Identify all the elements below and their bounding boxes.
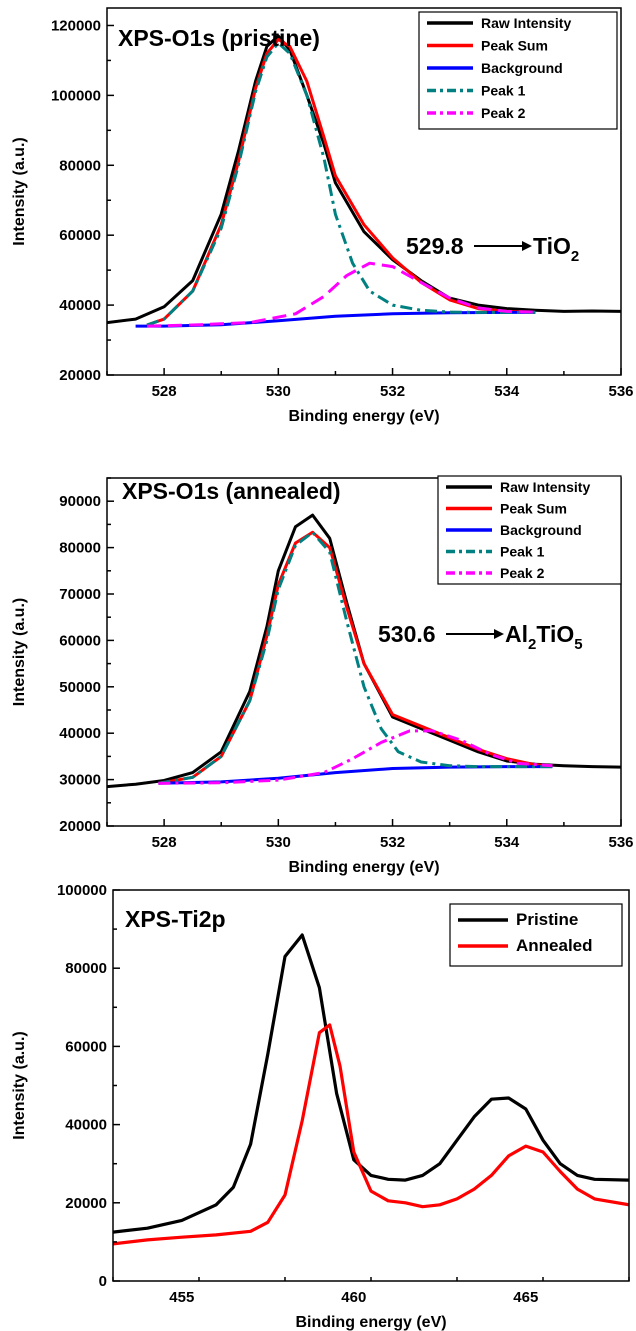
series-line-raw-intensity [107, 34, 621, 325]
y-axis-label: Intensity (a.u.) [11, 137, 28, 245]
y-tick-label: 60000 [59, 632, 101, 649]
y-tick-label: 40000 [59, 725, 101, 742]
y-tick-label: 80000 [65, 960, 107, 977]
y-tick-label: 80000 [59, 540, 101, 557]
series-line-peak-2 [158, 729, 553, 785]
legend-box [418, 11, 618, 130]
chart-panel-3: 455 460 465 0 20000 40000 60000 80000 100000 Bind… [11, 882, 630, 1331]
legend-label: Peak Sum [500, 501, 567, 517]
annotation-value: 529.8 [406, 233, 464, 259]
legend-label: Peak 2 [481, 105, 526, 121]
y-tick-label: 100000 [57, 882, 107, 899]
x-tick-label: 528 [152, 383, 177, 400]
x-tick-label: 532 [380, 383, 405, 400]
legend: Pristine Annealed [449, 903, 623, 967]
x-tick-label: 536 [608, 383, 633, 400]
legend-label: Pristine [516, 910, 578, 929]
y-tick-label: 20000 [65, 1195, 107, 1212]
x-tick-label: 460 [341, 1289, 366, 1306]
y-tick-label: 120000 [51, 17, 101, 34]
annotation-compound: TiO2 [533, 233, 579, 265]
y-tick-label: 40000 [59, 297, 101, 314]
peak-annotation: 529.8 TiO2 [406, 233, 579, 265]
peak-annotation: 530.6 Al2TiO5 [378, 621, 583, 653]
annotation-arrow-head [522, 241, 532, 251]
x-axis-label: Binding energy (eV) [288, 408, 439, 425]
legend-label: Background [481, 60, 563, 76]
y-tick-label: 80000 [59, 157, 101, 174]
x-tick-label: 455 [169, 1289, 194, 1306]
legend-label: Peak 1 [500, 544, 545, 560]
y-tick-label: 20000 [59, 367, 101, 384]
x-tick-label: 536 [608, 834, 633, 851]
legend-label: Raw Intensity [481, 15, 571, 31]
y-tick-label: 70000 [59, 586, 101, 603]
y-tick-label: 40000 [65, 1117, 107, 1134]
series-line-background [135, 310, 536, 328]
legend-label: Peak 1 [481, 83, 526, 99]
legend: Raw Intensity Peak Sum Background Peak 1 Pea… [437, 475, 622, 585]
x-tick-label: 530 [266, 834, 291, 851]
y-axis-label: Intensity (a.u.) [11, 598, 28, 706]
series-line-annealed [113, 1023, 629, 1246]
series-line-peak-1 [146, 41, 536, 327]
plot-frame [106, 7, 622, 376]
x-tick-label: 534 [494, 383, 520, 400]
legend: Raw Intensity Peak Sum Background Peak 1 Pea… [418, 11, 618, 130]
chart-panel-1: 528 530 532 534 536 20000 40000 60000 80000 10000… [11, 7, 634, 425]
x-tick-label: 465 [513, 1289, 538, 1306]
legend-box [449, 903, 623, 967]
y-axis-label: Intensity (a.u.) [11, 1031, 28, 1139]
legend-label: Peak 2 [500, 565, 545, 581]
y-tick-label: 0 [99, 1273, 107, 1290]
x-axis-label: Binding energy (eV) [295, 1314, 446, 1331]
series-line-pristine [113, 933, 629, 1234]
plot-frame [106, 477, 622, 827]
y-tick-label: 60000 [59, 227, 101, 244]
legend-label: Peak Sum [481, 38, 548, 54]
annotation-value: 530.6 [378, 621, 436, 647]
x-tick-label: 530 [266, 383, 291, 400]
chart-title: XPS-O1s (annealed) [122, 478, 341, 504]
y-tick-label: 100000 [51, 87, 101, 104]
y-tick-label: 90000 [59, 493, 101, 510]
y-tick-label: 50000 [59, 679, 101, 696]
legend-label: Raw Intensity [500, 479, 590, 495]
x-tick-label: 534 [494, 834, 520, 851]
annotation-compound: Al2TiO5 [505, 621, 583, 653]
y-tick-label: 60000 [65, 1038, 107, 1055]
legend-label: Annealed [516, 936, 593, 955]
legend-label: Background [500, 522, 582, 538]
chart-title: XPS-O1s (pristine) [118, 25, 320, 51]
chart-title: XPS-Ti2p [125, 906, 226, 932]
series-line-peak-1 [158, 530, 553, 785]
y-tick-label: 20000 [59, 818, 101, 835]
y-tick-label: 30000 [59, 772, 101, 789]
x-axis-label: Binding energy (eV) [288, 859, 439, 876]
x-tick-label: 532 [380, 834, 405, 851]
series-line-peak-2 [146, 261, 536, 328]
annotation-arrow-head [494, 629, 504, 639]
x-tick-label: 528 [152, 834, 177, 851]
series-line-background [158, 765, 553, 785]
series-line-peak-sum [158, 530, 553, 785]
chart-panel-2: 528 530 532 534 536 20000 30000 40000 50000 60000… [11, 475, 634, 876]
